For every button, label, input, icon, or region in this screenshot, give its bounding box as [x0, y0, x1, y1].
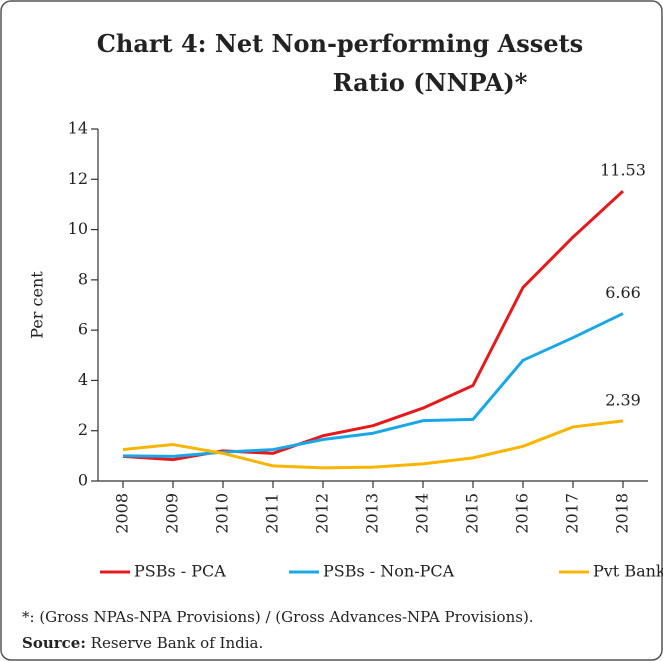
source-label: Source:: [22, 634, 86, 652]
x-tick-label: 2012: [313, 493, 332, 534]
y-tick-label: 4: [78, 370, 88, 389]
legend-label: Pvt Banks: [593, 562, 663, 581]
y-tick-label: 14: [68, 119, 88, 138]
y-tick-label: 12: [68, 169, 88, 188]
data-label: 2.39: [605, 390, 641, 409]
source: Source: Reserve Bank of India.: [22, 634, 263, 652]
x-tick-label: 2008: [113, 493, 132, 534]
x-tick-label: 2015: [463, 493, 482, 534]
series-line: [122, 419, 624, 470]
y-tick-label: 10: [68, 219, 88, 238]
y-tick-label: 2: [78, 420, 88, 439]
x-tick-label: 2016: [513, 493, 532, 534]
x-tick-label: 2014: [413, 493, 432, 534]
data-label: 11.53: [600, 161, 646, 180]
source-text: Reserve Bank of India.: [91, 634, 264, 652]
y-axis-label: Per cent: [28, 271, 47, 339]
y-tick-label: 8: [78, 269, 88, 288]
footnote: *: (Gross NPAs-NPA Provisions) / (Gross …: [22, 608, 534, 626]
x-tick-label: 2017: [563, 493, 582, 534]
legend-label: PSBs - Non-PCA: [323, 562, 455, 581]
data-label: 6.66: [605, 283, 641, 302]
x-tick-label: 2018: [613, 493, 632, 534]
series-line: [122, 312, 624, 458]
chart-title: Chart 4: Net Non-performing Assets: [97, 29, 583, 58]
x-tick-label: 2011: [263, 493, 282, 534]
x-tick-label: 2010: [213, 493, 232, 534]
chart-title: Ratio (NNPA)*: [333, 68, 528, 97]
y-tick-label: 0: [78, 471, 88, 490]
x-tick-label: 2013: [363, 493, 382, 534]
legend-label: PSBs - PCA: [134, 562, 226, 581]
x-tick-label: 2009: [163, 493, 182, 534]
y-tick-label: 6: [78, 320, 88, 339]
